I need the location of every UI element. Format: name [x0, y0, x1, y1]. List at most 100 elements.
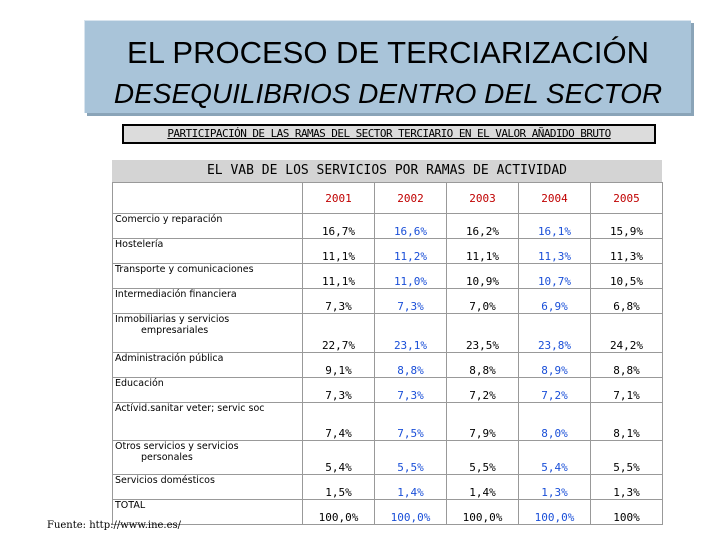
- value-cell: 7,0%: [446, 288, 519, 314]
- value-cell: 8,9%: [518, 352, 591, 378]
- row-label: Inmobiliarias y servicios empresariales: [112, 313, 303, 353]
- value-cell: 100,0%: [446, 499, 519, 525]
- value-cell: 5,5%: [374, 440, 447, 475]
- value-cell: 15,9%: [590, 213, 663, 239]
- row-label: Transporte y comunicaciones: [112, 263, 303, 289]
- value-cell: 100%: [590, 499, 663, 525]
- section-caption: PARTICIPACIÓN DE LAS RAMAS DEL SECTOR TE…: [122, 124, 656, 144]
- value-cell: 8,8%: [590, 352, 663, 378]
- value-cell: 7,3%: [302, 377, 375, 403]
- value-cell: 22,7%: [302, 313, 375, 353]
- value-cell: 23,5%: [446, 313, 519, 353]
- value-cell: 1,4%: [374, 474, 447, 500]
- title-box: EL PROCESO DE TERCIARIZACIÓN DESEQUILIBR…: [84, 20, 691, 113]
- value-cell: 5,5%: [590, 440, 663, 475]
- row-label: Comercio y reparación: [112, 213, 303, 239]
- value-cell: 1,5%: [302, 474, 375, 500]
- value-cell: 6,8%: [590, 288, 663, 314]
- value-cell: 16,2%: [446, 213, 519, 239]
- row-label: Servicios domésticos: [112, 474, 303, 500]
- value-cell: 16,7%: [302, 213, 375, 239]
- row-label-line: Administración pública: [115, 353, 224, 365]
- value-cell: 16,6%: [374, 213, 447, 239]
- row-label-line: TOTAL: [115, 500, 146, 512]
- value-cell: 7,3%: [374, 377, 447, 403]
- row-label-line: Hostelería: [115, 239, 164, 251]
- value-cell: 5,4%: [302, 440, 375, 475]
- page-subtitle: DESEQUILIBRIOS DENTRO DEL SECTOR: [113, 78, 663, 109]
- value-cell: 100,0%: [302, 499, 375, 525]
- year-header: 2003: [446, 182, 519, 214]
- table-header-row: 2001 2002 2003 2004 2005: [112, 182, 663, 214]
- table-row: Comercio y reparación 16,7% 16,6% 16,2% 16,1…: [112, 213, 663, 239]
- value-cell: 1,3%: [590, 474, 663, 500]
- table-row: Actívid.sanitar veter; servic soc 7,4% 7,5…: [112, 402, 663, 441]
- value-cell: 6,9%: [518, 288, 591, 314]
- value-cell: 1,3%: [518, 474, 591, 500]
- row-label: Hostelería: [112, 238, 303, 264]
- value-cell: 8,0%: [518, 402, 591, 441]
- table-row: Inmobiliarias y servicios empresariales 22…: [112, 313, 663, 353]
- table-row: Hostelería 11,1% 11,2% 11,1% 11,3% 11,3%: [112, 238, 663, 264]
- value-cell: 10,5%: [590, 263, 663, 289]
- row-label: Actívid.sanitar veter; servic soc: [112, 402, 303, 441]
- year-header: 2005: [590, 182, 663, 214]
- value-cell: 10,9%: [446, 263, 519, 289]
- table-row: Transporte y comunicaciones 11,1% 11,0% 10,…: [112, 263, 663, 289]
- page-title: EL PROCESO DE TERCIARIZACIÓN: [127, 35, 649, 70]
- table-title: EL VAB DE LOS SERVICIOS POR RAMAS DE ACT…: [112, 160, 662, 182]
- value-cell: 23,1%: [374, 313, 447, 353]
- row-label: Educación: [112, 377, 303, 403]
- row-label: Administración pública: [112, 352, 303, 378]
- year-header: 2004: [518, 182, 591, 214]
- table-row: Otros servicios y servicios personales 5,4…: [112, 440, 663, 475]
- row-label-line: Actívid.sanitar veter; servic soc: [115, 403, 265, 415]
- year-header: 2001: [302, 182, 375, 214]
- row-label-line: Educación: [115, 378, 164, 390]
- row-label: Otros servicios y servicios personales: [112, 440, 303, 475]
- value-cell: 11,3%: [518, 238, 591, 264]
- value-cell: 1,4%: [446, 474, 519, 500]
- row-label: TOTAL: [112, 499, 303, 525]
- value-cell: 16,1%: [518, 213, 591, 239]
- value-cell: 11,2%: [374, 238, 447, 264]
- value-cell: 7,3%: [374, 288, 447, 314]
- value-cell: 24,2%: [590, 313, 663, 353]
- vab-table: 2001 2002 2003 2004 2005 Comercio y repa…: [112, 182, 663, 525]
- year-header: 2002: [374, 182, 447, 214]
- value-cell: 11,1%: [302, 263, 375, 289]
- value-cell: 100,0%: [374, 499, 447, 525]
- row-label-line: Otros servicios y servicios: [115, 441, 239, 453]
- value-cell: 7,2%: [446, 377, 519, 403]
- value-cell: 100,0%: [518, 499, 591, 525]
- value-cell: 8,8%: [374, 352, 447, 378]
- value-cell: 7,3%: [302, 288, 375, 314]
- source-note: Fuente: http://www.ine.es/: [47, 520, 182, 531]
- value-cell: 7,5%: [374, 402, 447, 441]
- value-cell: 5,5%: [446, 440, 519, 475]
- row-label-line: Comercio y reparación: [115, 214, 223, 226]
- value-cell: 7,4%: [302, 402, 375, 441]
- value-cell: 11,3%: [590, 238, 663, 264]
- table-row: TOTAL 100,0% 100,0% 100,0% 100,0% 100%: [112, 499, 663, 525]
- row-label-line: empresariales: [141, 325, 209, 336]
- value-cell: 5,4%: [518, 440, 591, 475]
- table-row: Servicios domésticos 1,5% 1,4% 1,4% 1,3% 1,3%: [112, 474, 663, 500]
- value-cell: 11,1%: [302, 238, 375, 264]
- value-cell: 11,1%: [446, 238, 519, 264]
- row-label: Intermediación financiera: [112, 288, 303, 314]
- corner-cell: [112, 182, 303, 214]
- row-label-line: Servicios domésticos: [115, 475, 215, 487]
- row-label-line: personales: [141, 452, 193, 463]
- row-label-line: Intermediación financiera: [115, 289, 237, 301]
- table-row: Educación 7,3% 7,3% 7,2% 7,2% 7,1%: [112, 377, 663, 403]
- value-cell: 8,1%: [590, 402, 663, 441]
- table-row: Intermediación financiera 7,3% 7,3% 7,0% 6,9…: [112, 288, 663, 314]
- value-cell: 7,1%: [590, 377, 663, 403]
- value-cell: 9,1%: [302, 352, 375, 378]
- value-cell: 10,7%: [518, 263, 591, 289]
- value-cell: 7,9%: [446, 402, 519, 441]
- row-label-line: Transporte y comunicaciones: [115, 264, 254, 276]
- value-cell: 11,0%: [374, 263, 447, 289]
- value-cell: 23,8%: [518, 313, 591, 353]
